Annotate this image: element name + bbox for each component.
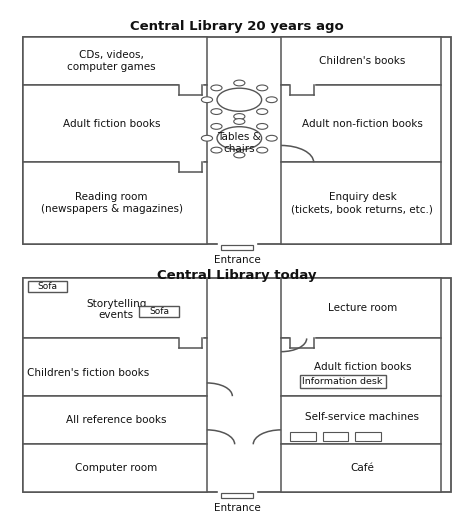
Text: Entrance: Entrance (214, 503, 260, 512)
Bar (179, 82, 202, 86)
Circle shape (234, 80, 245, 86)
Circle shape (234, 114, 245, 119)
Circle shape (211, 109, 222, 115)
Text: Tables &
chairs: Tables & chairs (218, 132, 261, 154)
Circle shape (256, 123, 268, 130)
Bar (23, 279, 451, 493)
Text: Entrance: Entrance (214, 255, 260, 265)
Bar (221, 245, 253, 250)
Circle shape (234, 152, 245, 158)
Bar (281, 396, 441, 444)
Bar (281, 279, 441, 338)
Bar (291, 335, 314, 339)
Circle shape (211, 85, 222, 91)
Bar (28, 281, 67, 291)
Bar (23, 37, 207, 86)
Bar (300, 375, 386, 388)
Bar (291, 82, 314, 86)
Circle shape (211, 147, 222, 153)
Text: Information desk: Information desk (302, 377, 383, 386)
Bar (23, 444, 207, 493)
Bar (281, 444, 441, 493)
Text: Café: Café (350, 463, 374, 474)
Bar (291, 432, 316, 441)
Circle shape (211, 123, 222, 130)
Circle shape (266, 135, 277, 141)
Bar (23, 86, 207, 162)
Bar (219, 242, 255, 245)
Text: Children's fiction books: Children's fiction books (27, 368, 149, 378)
Circle shape (217, 126, 262, 150)
Circle shape (234, 119, 245, 124)
Circle shape (256, 85, 268, 91)
Text: Adult fiction books: Adult fiction books (63, 119, 160, 129)
Text: Reading room
(newspapers & magazines): Reading room (newspapers & magazines) (41, 193, 182, 214)
Circle shape (217, 88, 262, 111)
Bar (23, 162, 207, 244)
Bar (221, 493, 253, 499)
Text: Self-service machines: Self-service machines (305, 412, 419, 422)
Bar (281, 37, 441, 86)
Text: CDs, videos,
computer games: CDs, videos, computer games (67, 51, 156, 72)
Text: Storytelling
events: Storytelling events (86, 299, 146, 321)
Text: Central Library today: Central Library today (157, 269, 317, 282)
Circle shape (256, 147, 268, 153)
Text: Adult non-fiction books: Adult non-fiction books (302, 119, 423, 129)
Text: Sofa: Sofa (38, 282, 58, 291)
Bar (23, 396, 207, 444)
Bar (281, 86, 441, 162)
Bar (179, 335, 202, 339)
Circle shape (256, 109, 268, 115)
Text: All reference books: All reference books (66, 415, 166, 425)
Bar (356, 432, 381, 441)
Bar (219, 490, 255, 494)
Text: Central Library 20 years ago: Central Library 20 years ago (130, 20, 344, 33)
Bar (23, 338, 207, 396)
Circle shape (201, 97, 212, 102)
Bar (23, 279, 207, 338)
Text: Lecture room: Lecture room (328, 303, 397, 313)
Text: Sofa: Sofa (149, 307, 169, 316)
Text: Enquiry desk
(tickets, book returns, etc.): Enquiry desk (tickets, book returns, etc… (292, 193, 433, 214)
Text: Adult fiction books: Adult fiction books (314, 362, 411, 372)
Bar (281, 338, 441, 396)
Circle shape (201, 135, 212, 141)
Circle shape (266, 97, 277, 102)
Bar (281, 162, 441, 244)
Bar (323, 432, 348, 441)
Text: Children's books: Children's books (319, 56, 406, 66)
Bar (139, 306, 179, 317)
Text: Computer room: Computer room (75, 463, 157, 474)
Bar (179, 159, 202, 163)
Bar (23, 37, 451, 244)
